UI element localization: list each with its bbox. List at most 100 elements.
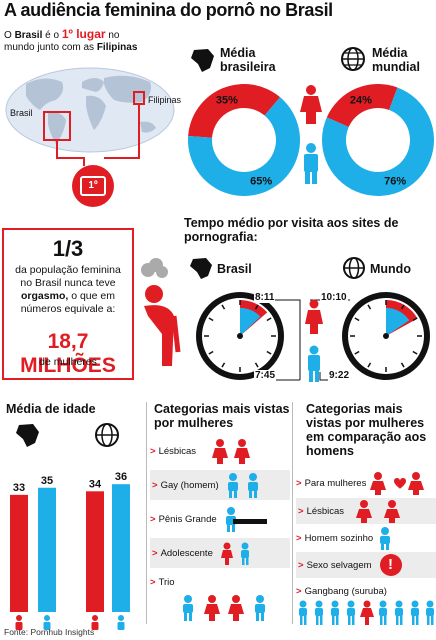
one-third-text1: da população feminina no Brasil nunca te… (15, 264, 121, 289)
clock-tick (208, 317, 214, 322)
donut-world-label: Média mundial (372, 46, 420, 74)
intro-text: O Brasil é o 1º lugar no mundo junto com… (4, 28, 152, 54)
clock-tick (254, 362, 259, 368)
person-icon (16, 615, 22, 621)
clock-tick (354, 350, 360, 355)
two-women-icon (212, 439, 251, 464)
time-brazil-women: 8:11 (254, 292, 276, 303)
cat-compare-label: Sexo selvagem (306, 559, 372, 571)
arrow-icon: > (150, 576, 156, 588)
globe-icon (341, 47, 365, 71)
list-item: > Lésbicas (296, 498, 436, 524)
clock-men-wedge (386, 307, 410, 336)
donut-pct-label: 65% (250, 176, 272, 188)
one-third-text: da população feminina no Brasil nunca te… (8, 264, 128, 316)
tired-woman-icon (141, 258, 181, 366)
source-note: Fonte: Pornhub Insights (4, 627, 95, 637)
cat-compare-label: Para mulheres (304, 477, 367, 489)
intro-part: no mundo junto com as (4, 30, 120, 53)
list-item: > Homem sozinho (296, 526, 436, 550)
clock-tick (400, 362, 405, 368)
one-third-text2: o que em números equivale a: (20, 290, 116, 315)
person-icon-body (117, 622, 125, 630)
cat-compare-label: Gangbang (suruba) (304, 585, 387, 597)
clock-tick (266, 350, 272, 355)
woman-heart-icon (370, 472, 425, 495)
intro-part: O (4, 30, 15, 41)
brazil-silhouette-icon (16, 424, 39, 447)
intro-part: é o (42, 30, 62, 41)
age-bar (112, 484, 130, 612)
cat-compare-label: Lésbicas (306, 505, 345, 517)
donut-pct-label: 76% (384, 176, 406, 188)
age-title: Média de idade (6, 402, 96, 416)
man-icon (304, 143, 318, 184)
donut-charts: 35% 65% 24% 76% (188, 83, 434, 196)
age-bar-chart: 33 35 34 36 (10, 471, 130, 630)
clock-tick (221, 304, 226, 310)
world-map (5, 67, 175, 166)
two-men-icon (227, 473, 258, 498)
woman-icon (305, 299, 323, 334)
map-label-filipinas: Filipinas (148, 95, 182, 105)
donut-slice-men (322, 87, 434, 196)
arrow-icon: > (298, 505, 304, 517)
medal-icon: 1º (72, 165, 114, 207)
one-third-bold: orgasmo, (21, 290, 69, 302)
person-icon-body (43, 622, 51, 630)
person-icon (92, 615, 98, 621)
clock-men-wedge (240, 307, 261, 336)
arrow-icon: > (152, 479, 158, 491)
man-icon (380, 527, 391, 550)
young-couple-icon (220, 542, 249, 565)
man-icon (308, 345, 320, 382)
list-item: > Gay (homem) (150, 470, 290, 500)
donut-slice-women (326, 83, 398, 128)
list-item: > Lésbicas (150, 436, 290, 466)
one-third-box (2, 228, 134, 380)
man-big-icon (225, 507, 267, 532)
time-world-label: Mundo (370, 262, 411, 276)
intro-rank: 1º lugar (61, 27, 106, 41)
person-icon (118, 615, 124, 621)
clock-center (383, 333, 389, 339)
cat-women-label: Trio (158, 576, 175, 588)
time-brazil-men: 7:45 (254, 370, 277, 381)
person-icon-body (91, 622, 99, 630)
separator (146, 402, 147, 624)
globe-icon (95, 423, 119, 447)
clock-tick (208, 350, 214, 355)
time-brazil-label: Brasil (217, 262, 252, 276)
exclamation-icon: ! (379, 554, 402, 576)
arrow-icon: > (298, 559, 304, 571)
cat-compare-label: Homem sozinho (304, 532, 374, 544)
person-icon-body (15, 622, 23, 630)
clock-brazil (196, 292, 284, 380)
map-label-brasil: Brasil (10, 108, 33, 118)
age-bar (86, 491, 104, 612)
clock-tick (266, 317, 272, 322)
medal-label: 1º (80, 176, 106, 196)
arrow-icon: > (296, 585, 302, 597)
clock-tick (254, 304, 259, 310)
donut-slice-men (188, 97, 300, 196)
arrow-icon: > (150, 445, 156, 457)
woman-icon (300, 85, 322, 124)
clock-center (237, 333, 243, 339)
cat-women-label: Adolescente (160, 547, 213, 559)
age-bar-label: 34 (89, 478, 102, 490)
clock-tick (221, 362, 226, 368)
clocks (196, 292, 430, 382)
age-bar-label: 35 (41, 475, 53, 487)
list-item: > Pênis Grande (150, 504, 290, 534)
list-item: > Gangbang (suruba) (296, 582, 436, 600)
page-title: A audiência feminina do pornô no Brasil (4, 0, 333, 20)
one-third-after: de mulheres (39, 356, 97, 368)
donut-brazil-label: Média brasileira (220, 46, 276, 74)
separator (292, 402, 293, 624)
age-bar-label: 36 (115, 471, 127, 483)
donut-brazil: 35% 65% (188, 84, 300, 196)
one-third-big-number: 18,7 MILHÕES (20, 330, 116, 377)
brazil-silhouette-icon (190, 258, 212, 279)
clock-world (342, 292, 430, 380)
